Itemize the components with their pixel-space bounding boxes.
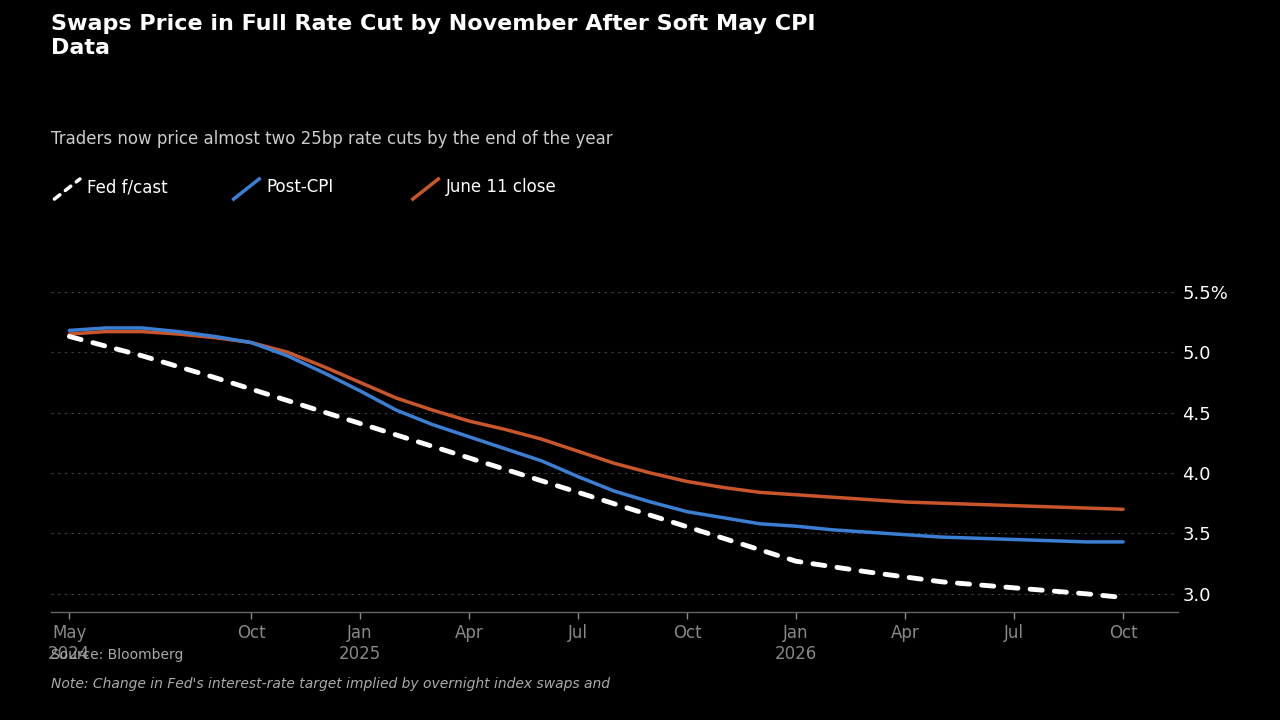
Text: Note: Change in Fed's interest-rate target implied by overnight index swaps and: Note: Change in Fed's interest-rate targ… [51,677,611,690]
Text: Post-CPI: Post-CPI [266,179,334,197]
Text: Source: Bloomberg: Source: Bloomberg [51,648,183,662]
Text: Fed f/cast: Fed f/cast [87,179,168,197]
Text: June 11 close: June 11 close [445,179,557,197]
Text: Traders now price almost two 25bp rate cuts by the end of the year: Traders now price almost two 25bp rate c… [51,130,613,148]
Text: Swaps Price in Full Rate Cut by November After Soft May CPI
Data: Swaps Price in Full Rate Cut by November… [51,14,815,58]
